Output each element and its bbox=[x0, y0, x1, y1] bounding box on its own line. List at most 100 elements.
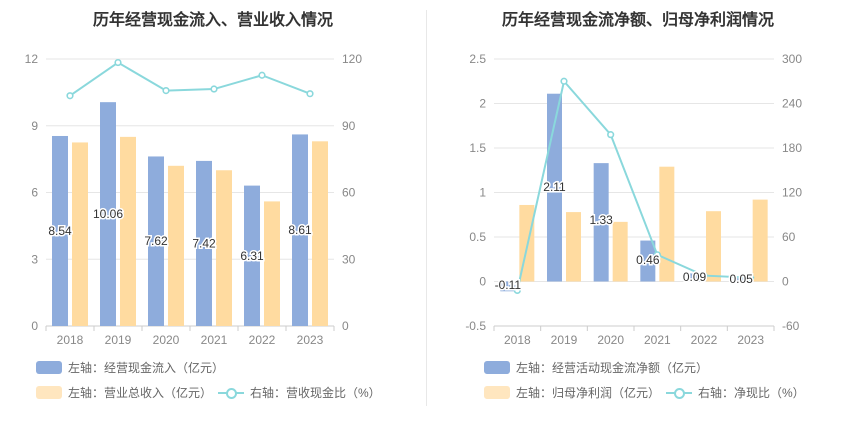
right-chart-y-right-tick-label: 0 bbox=[782, 275, 789, 289]
right-chart-x-tick-label: 2018 bbox=[504, 333, 531, 347]
right-chart-ratio-point bbox=[560, 77, 568, 85]
legend-item-revenue[interactable]: 左轴：营业总收入（亿元） bbox=[36, 384, 212, 401]
left-chart-bar-data-label: 7.62 bbox=[144, 234, 168, 248]
right-chart-title: 历年经营现金流净额、归母净利润情况 bbox=[501, 12, 774, 29]
right-chart-bar-data-label: 1.33 bbox=[589, 213, 613, 227]
right-chart-ratio-point bbox=[607, 131, 615, 139]
left-chart-ratio-point bbox=[114, 58, 122, 67]
left-chart-ratio-line bbox=[69, 61, 311, 97]
left-chart-bar-bar-a bbox=[100, 102, 116, 326]
left-chart-y-left-tick-label: 3 bbox=[31, 252, 38, 266]
right-chart-bar-bar-b bbox=[659, 166, 675, 282]
legend-label-net-profit: 左轴：归母净利润（亿元） bbox=[516, 386, 661, 400]
right-chart-bar-bar-a bbox=[640, 240, 656, 282]
right-chart-x-tick-label: 2019 bbox=[551, 333, 578, 347]
right-chart-bar-bar-b bbox=[612, 221, 628, 282]
left-chart-bar-data-label: 7.42 bbox=[192, 236, 216, 250]
left-chart-bar-data-label: 6.31 bbox=[240, 249, 264, 263]
legend-item-cash-revenue-ratio[interactable]: 右轴：营收现金比（%） bbox=[218, 384, 381, 401]
legend-label-cash-revenue-ratio: 右轴：营收现金比（%） bbox=[250, 386, 381, 400]
legend-swatch-net-operating-cash bbox=[484, 361, 510, 374]
left-chart-y-right-tick-label: 120 bbox=[342, 52, 362, 66]
left-chart-ratio-point bbox=[162, 86, 170, 95]
right-chart-bar-bar-b bbox=[752, 199, 768, 282]
legend-item-net-operating-cash[interactable]: 左轴：经营活动现金流净额（亿元） bbox=[484, 359, 708, 376]
left-chart-x-tick-label: 2022 bbox=[249, 333, 276, 347]
panel-divider bbox=[426, 10, 427, 406]
right-chart-ratio-point bbox=[653, 251, 661, 259]
right-chart-ratio-point bbox=[747, 274, 755, 282]
right-chart-ratio-point bbox=[700, 271, 708, 280]
left-chart-x-tick-label: 2018 bbox=[57, 333, 84, 347]
left-chart-bar-bar-a bbox=[196, 160, 212, 326]
left-chart-bar-bar-b bbox=[72, 142, 88, 326]
right-chart-y-right-tick-label: 300 bbox=[782, 52, 802, 66]
legend-item-net-profit[interactable]: 左轴：归母净利润（亿元） bbox=[484, 384, 660, 401]
right-chart-bar-data-label: -0.11 bbox=[495, 278, 522, 292]
right-chart-ratio-line bbox=[516, 79, 751, 291]
right-chart-bar-bar-b bbox=[566, 212, 581, 282]
left-chart-bar-bar-b bbox=[216, 170, 232, 326]
legend-swatch-revenue bbox=[36, 386, 62, 399]
legend-item-cash-inflow[interactable]: 左轴：经营现金流入（亿元） bbox=[36, 359, 224, 376]
left-chart-bar-bar-a bbox=[292, 134, 308, 326]
legend-label-revenue: 左轴：营业总收入（亿元） bbox=[68, 386, 213, 400]
legend-swatch-cash-profit-ratio bbox=[666, 386, 692, 400]
right-chart-x-tick-label: 2020 bbox=[597, 333, 624, 347]
left-chart-ratio-point bbox=[306, 90, 314, 98]
left-chart-bar-data-label: 10.06 bbox=[93, 207, 123, 221]
right-chart-y-right-tick-label: 240 bbox=[782, 97, 802, 111]
left-chart-ratio-point bbox=[258, 71, 266, 79]
right-chart-y-left-tick-label: 2.5 bbox=[469, 52, 486, 66]
left-chart-y-left-tick-label: 9 bbox=[31, 119, 38, 133]
right-chart-y-left-tick-label: 0.5 bbox=[469, 230, 486, 244]
legend-item-cash-profit-ratio[interactable]: 右轴：净现比（%） bbox=[666, 384, 805, 401]
left-chart-bar-bar-a bbox=[148, 156, 164, 326]
right-chart-y-left-tick-label: 1 bbox=[479, 186, 486, 200]
right-chart-bar-bar-a bbox=[687, 273, 702, 282]
left-chart-y-right-tick-label: 30 bbox=[342, 252, 356, 266]
right-chart-x-tick-label: 2023 bbox=[737, 333, 764, 347]
right-legend: 左轴：经营活动现金流净额（亿元） 左轴：归母净利润（亿元） 右轴：净现比（%） bbox=[426, 0, 850, 436]
left-chart-y-right-tick-label: 0 bbox=[342, 319, 349, 333]
left-chart-bar-bar-b bbox=[264, 201, 280, 326]
left-chart-y-left-tick-label: 12 bbox=[25, 52, 39, 66]
right-chart-y-right-tick-label: 120 bbox=[782, 186, 802, 200]
left-chart-ratio-point bbox=[66, 92, 74, 100]
left-chart-bar-data-label: 8.61 bbox=[288, 223, 312, 237]
left-chart-y-right-tick-label: 60 bbox=[342, 186, 356, 200]
left-chart-x-tick-label: 2023 bbox=[297, 333, 324, 347]
right-chart-x-tick-label: 2022 bbox=[691, 333, 718, 347]
legend-swatch-cash-revenue-ratio bbox=[218, 386, 244, 400]
left-chart-bar-bar-b bbox=[120, 136, 136, 326]
left-chart-y-left-tick-label: 6 bbox=[31, 186, 38, 200]
right-chart-bar-bar-b bbox=[706, 211, 721, 282]
left-chart-panel: 历年经营现金流入、营业收入情况 0 3 6 9 12 0 30 60 90 120 2018 2019… bbox=[25, 12, 381, 401]
right-chart-x-tick-label: 2021 bbox=[644, 333, 671, 347]
right-chart-y-left-tick-label: 2 bbox=[479, 97, 486, 111]
right-chart-bar-data-label: 0.46 bbox=[636, 253, 660, 267]
left-legend: 左轴：经营现金流入（亿元） 左轴：营业总收入（亿元） 右轴：营收现金比（%） bbox=[36, 359, 381, 401]
left-chart-bar-bar-b bbox=[312, 141, 328, 326]
right-chart-bar-bar-a bbox=[733, 277, 749, 282]
left-chart-y-left-tick-label: 0 bbox=[31, 319, 38, 333]
left-chart-ratio-point bbox=[210, 85, 218, 93]
right-chart-panel: 历年经营现金流净额、归母净利润情况 -0.5 0 0.5 1 1.5 2 2.5 -60 0 60… bbox=[426, 0, 850, 436]
legend-label-net-operating-cash: 左轴：经营活动现金流净额（亿元） bbox=[516, 361, 709, 375]
right-chart-bar-data-label: 0.05 bbox=[729, 272, 753, 286]
right-chart-bar-data-label: 2.11 bbox=[543, 180, 566, 194]
left-chart-bar-data-label: 8.54 bbox=[48, 224, 72, 238]
right-chart-bar-bar-a bbox=[593, 163, 609, 282]
legend-label-cash-inflow: 左轴：经营现金流入（亿元） bbox=[68, 361, 225, 375]
right-chart-bar-data-label: 0.09 bbox=[683, 270, 707, 284]
legend-swatch-net-profit bbox=[484, 386, 510, 399]
left-chart-y-right-tick-label: 90 bbox=[342, 119, 356, 133]
right-chart-bar-bar-a bbox=[500, 281, 516, 292]
left-chart-x-tick-label: 2020 bbox=[153, 333, 180, 347]
right-chart-y-left-tick-label: 1.5 bbox=[469, 141, 486, 155]
right-chart-y-right-tick-label: 60 bbox=[782, 230, 796, 244]
left-chart-bar-bar-a bbox=[244, 185, 260, 326]
left-chart-bar-bar-a bbox=[52, 135, 68, 326]
left-chart-title: 历年经营现金流入、营业收入情况 bbox=[92, 12, 333, 29]
